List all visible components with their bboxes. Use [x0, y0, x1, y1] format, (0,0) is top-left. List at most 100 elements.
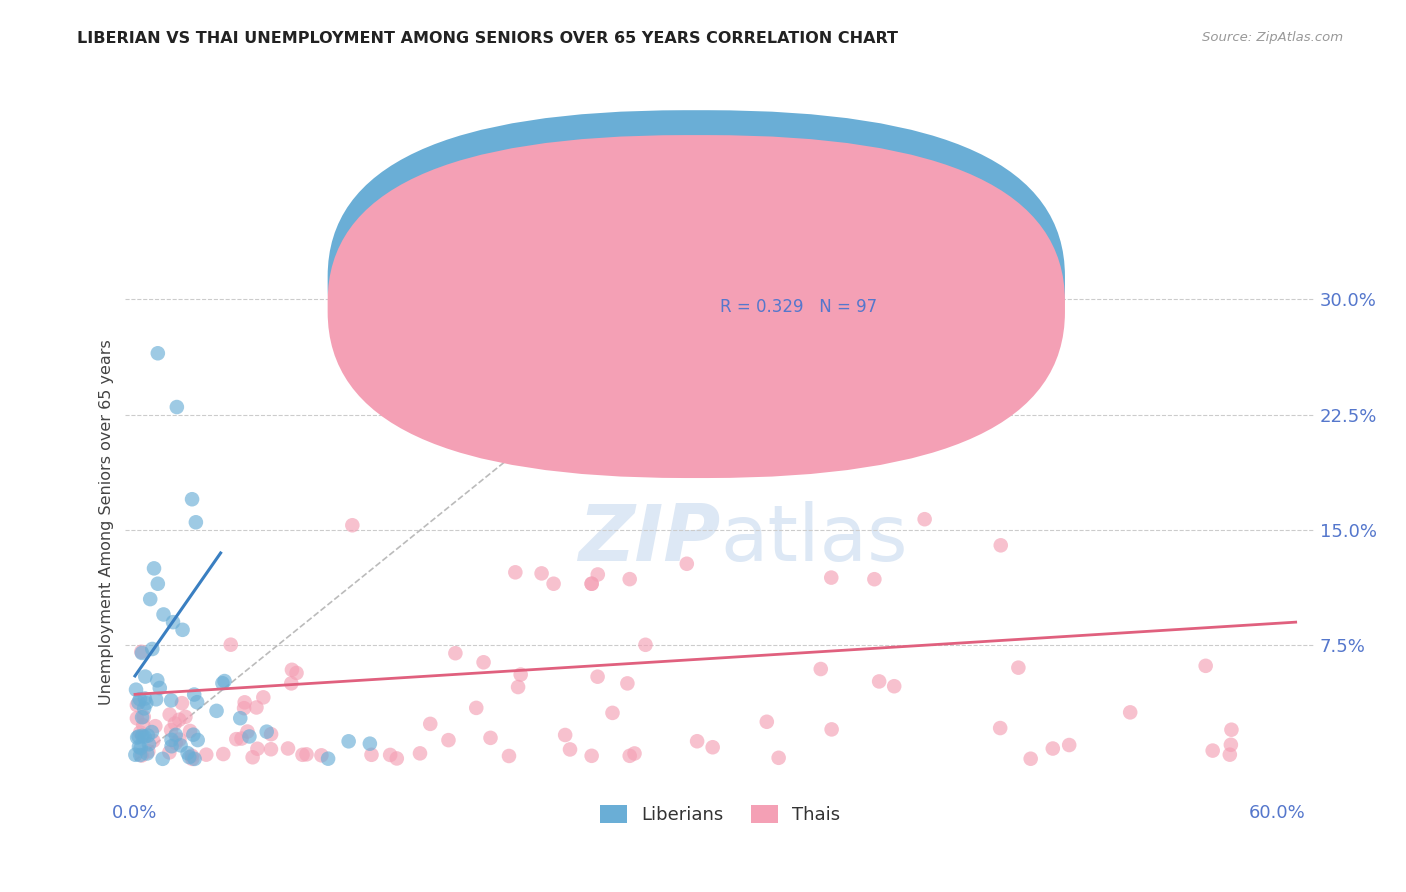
Point — [145, 692, 167, 706]
Point — [586, 567, 609, 582]
Point — [143, 561, 166, 575]
Point — [195, 747, 218, 762]
Point — [810, 662, 832, 676]
Point — [125, 682, 148, 697]
Point — [179, 723, 201, 738]
Point — [128, 730, 150, 744]
Point — [125, 711, 148, 725]
Point — [1219, 747, 1241, 762]
Point — [160, 723, 183, 737]
Point — [581, 748, 603, 763]
Point — [246, 741, 269, 756]
Point — [586, 670, 609, 684]
Point — [277, 741, 299, 756]
Point — [166, 400, 188, 414]
Point — [131, 748, 153, 763]
Point — [236, 724, 259, 739]
Point — [165, 736, 187, 750]
Point — [465, 701, 488, 715]
Point — [581, 576, 603, 591]
Point — [530, 566, 553, 581]
Point — [183, 752, 205, 766]
Point — [1007, 660, 1029, 674]
Point — [124, 747, 146, 762]
Point — [162, 615, 184, 629]
Point — [233, 701, 256, 715]
Point — [129, 692, 152, 706]
Point — [675, 557, 697, 571]
Point — [142, 733, 165, 747]
Point — [129, 725, 152, 739]
Point — [337, 734, 360, 748]
Point — [295, 747, 318, 762]
Point — [181, 728, 204, 742]
Point — [245, 700, 267, 714]
Point — [619, 572, 641, 586]
Point — [1195, 658, 1218, 673]
Point — [285, 665, 308, 680]
Point — [167, 713, 190, 727]
Point — [409, 747, 432, 761]
Point — [134, 691, 156, 706]
Text: Source: ZipAtlas.com: Source: ZipAtlas.com — [1202, 31, 1343, 45]
Point — [233, 695, 256, 709]
Point — [225, 732, 247, 747]
Point — [1220, 723, 1243, 737]
Point — [131, 646, 153, 660]
Point — [1057, 738, 1080, 752]
Point — [169, 732, 191, 747]
Point — [134, 701, 156, 715]
FancyBboxPatch shape — [661, 254, 922, 332]
Point — [558, 742, 581, 756]
Point — [132, 710, 155, 724]
Point — [125, 698, 148, 713]
Point — [179, 750, 201, 764]
Point — [543, 576, 565, 591]
Point — [616, 676, 638, 690]
Text: R = 0.329   N = 97: R = 0.329 N = 97 — [720, 298, 877, 316]
Point — [131, 710, 153, 724]
Point — [134, 669, 156, 683]
Point — [280, 676, 302, 690]
Text: ZIP: ZIP — [578, 501, 720, 577]
Point — [238, 730, 260, 744]
Point — [1202, 743, 1225, 757]
Point — [342, 518, 364, 533]
Point — [141, 725, 163, 739]
Point — [229, 711, 252, 725]
Point — [129, 741, 152, 756]
Point — [755, 714, 778, 729]
Point — [146, 576, 169, 591]
Point — [172, 623, 194, 637]
Point — [472, 655, 495, 669]
Point — [180, 748, 202, 763]
Point — [152, 752, 174, 766]
Point — [863, 572, 886, 586]
Point — [260, 742, 283, 756]
Point — [146, 346, 169, 360]
Point — [141, 642, 163, 657]
Point — [183, 688, 205, 702]
Point — [990, 538, 1012, 552]
Point — [131, 645, 153, 659]
Point — [619, 748, 641, 763]
Point — [170, 696, 193, 710]
Point — [883, 679, 905, 693]
Point — [143, 719, 166, 733]
Point — [602, 706, 624, 720]
Point — [316, 752, 339, 766]
Point — [134, 730, 156, 744]
Point — [702, 740, 724, 755]
Point — [174, 710, 197, 724]
Point — [214, 674, 236, 689]
Point — [136, 729, 159, 743]
Point — [159, 707, 181, 722]
Point — [127, 696, 149, 710]
FancyBboxPatch shape — [328, 111, 1064, 453]
Point — [385, 751, 408, 765]
Point — [129, 747, 152, 762]
Point — [242, 750, 264, 764]
Point — [291, 747, 314, 762]
Point — [128, 739, 150, 754]
Point — [820, 571, 842, 585]
